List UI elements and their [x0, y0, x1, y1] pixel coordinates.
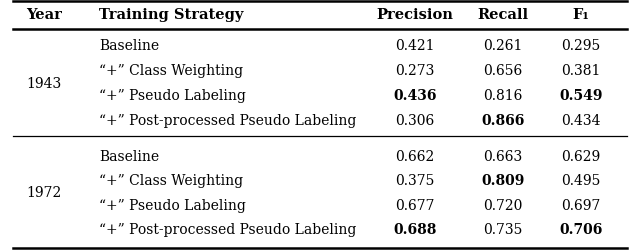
Text: F₁: F₁	[573, 8, 589, 22]
Text: 0.381: 0.381	[561, 64, 601, 78]
Text: “+” Post-processed Pseudo Labeling: “+” Post-processed Pseudo Labeling	[99, 114, 356, 128]
Text: Year: Year	[26, 8, 61, 22]
Text: 0.688: 0.688	[393, 222, 436, 236]
Text: 0.706: 0.706	[559, 222, 603, 236]
Text: 0.809: 0.809	[481, 173, 525, 187]
Text: 0.261: 0.261	[483, 39, 523, 53]
Text: 0.273: 0.273	[395, 64, 435, 78]
Text: 0.549: 0.549	[559, 89, 603, 103]
Text: Baseline: Baseline	[99, 149, 159, 163]
Text: 0.677: 0.677	[395, 198, 435, 212]
Text: “+” Pseudo Labeling: “+” Pseudo Labeling	[99, 89, 246, 103]
Text: Training Strategy: Training Strategy	[99, 8, 244, 22]
Text: Recall: Recall	[477, 8, 529, 22]
Text: Baseline: Baseline	[99, 39, 159, 53]
Text: 1943: 1943	[26, 76, 61, 90]
Text: 0.295: 0.295	[561, 39, 601, 53]
Text: 0.697: 0.697	[561, 198, 601, 212]
Text: 0.866: 0.866	[481, 114, 525, 128]
Text: 0.434: 0.434	[561, 114, 601, 128]
Text: 0.306: 0.306	[395, 114, 435, 128]
Text: 0.495: 0.495	[561, 173, 601, 187]
Text: Precision: Precision	[376, 8, 453, 22]
Text: 0.816: 0.816	[483, 89, 523, 103]
Text: “+” Class Weighting: “+” Class Weighting	[99, 64, 243, 78]
Text: 0.662: 0.662	[395, 149, 435, 163]
Text: 0.720: 0.720	[483, 198, 523, 212]
Text: 0.629: 0.629	[561, 149, 601, 163]
Text: “+” Pseudo Labeling: “+” Pseudo Labeling	[99, 198, 246, 212]
Text: “+” Post-processed Pseudo Labeling: “+” Post-processed Pseudo Labeling	[99, 222, 356, 236]
Text: 0.663: 0.663	[483, 149, 523, 163]
Text: 0.421: 0.421	[395, 39, 435, 53]
Text: 0.436: 0.436	[393, 89, 436, 103]
Text: 0.656: 0.656	[483, 64, 523, 78]
Text: 1972: 1972	[26, 186, 61, 200]
Text: 0.735: 0.735	[483, 222, 523, 236]
Text: “+” Class Weighting: “+” Class Weighting	[99, 173, 243, 187]
Text: 0.375: 0.375	[395, 173, 435, 187]
